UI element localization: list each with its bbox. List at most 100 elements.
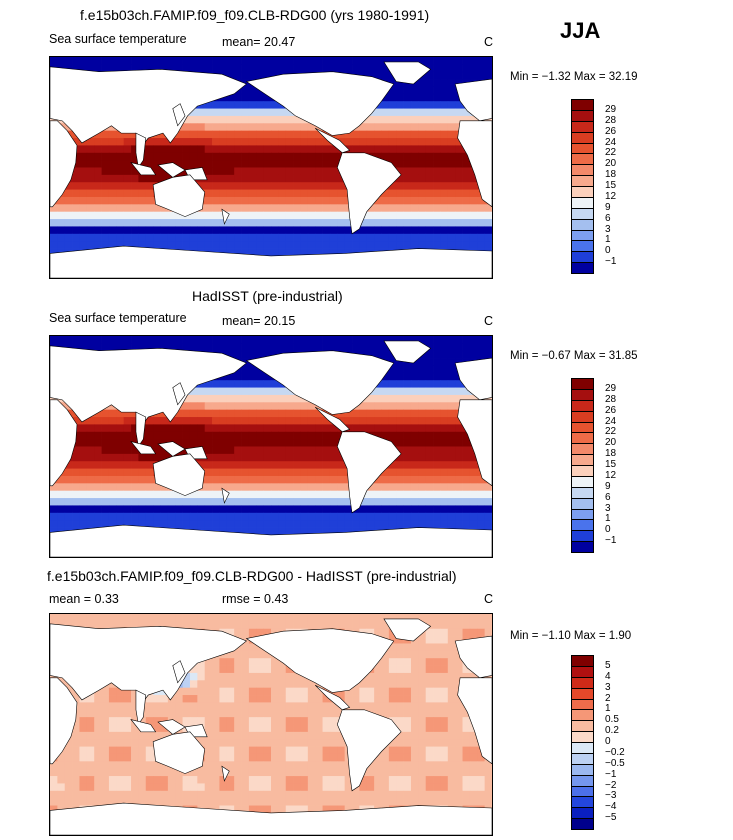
- panel-1-minmax: Min = −1.32 Max = 32.19: [510, 71, 638, 83]
- field-cell: [388, 498, 397, 506]
- field-cell: [396, 739, 404, 747]
- field-cell: [300, 174, 309, 183]
- field-cell: [138, 490, 147, 499]
- field-cell: [440, 621, 449, 630]
- field-cell: [293, 461, 301, 469]
- field-cell: [433, 680, 441, 689]
- field-cell: [329, 145, 338, 154]
- panel-2-title: HadISST (pre-industrial): [192, 288, 343, 304]
- field-cell: [447, 152, 456, 161]
- field-cell: [204, 739, 213, 747]
- field-cell: [86, 204, 95, 213]
- field-cell: [271, 614, 279, 622]
- field-cell: [285, 717, 294, 725]
- field-cell: [388, 233, 397, 242]
- field-cell: [212, 160, 220, 168]
- field-cell: [79, 439, 88, 447]
- field-cell: [50, 527, 58, 536]
- field-cell: [455, 709, 463, 718]
- field-cell: [359, 130, 368, 139]
- field-cell: [329, 520, 338, 528]
- field-cell: [204, 665, 213, 674]
- field-cell: [418, 658, 427, 666]
- field-cell: [123, 753, 132, 762]
- field-cell: [374, 402, 382, 411]
- field-cell: [447, 226, 456, 235]
- field-cell: [374, 672, 382, 681]
- field-cell: [204, 702, 213, 711]
- field-cell: [241, 152, 250, 161]
- field-cell: [285, 731, 294, 740]
- field-cell: [116, 498, 125, 506]
- field-cell: [204, 453, 213, 462]
- field-cell: [234, 115, 242, 124]
- field-cell: [359, 336, 368, 344]
- field-cell: [219, 739, 228, 747]
- field-cell: [72, 746, 80, 755]
- field-cell: [410, 687, 419, 696]
- field-cell: [440, 79, 449, 87]
- field-cell: [381, 402, 390, 411]
- field-cell: [396, 695, 404, 703]
- field-cell: [381, 93, 390, 102]
- field-cell: [226, 709, 235, 718]
- field-cell: [86, 702, 95, 711]
- field-cell: [447, 643, 456, 652]
- field-cell: [307, 680, 316, 689]
- field-cell: [256, 211, 265, 220]
- field-cell: [381, 123, 390, 132]
- field-cell: [381, 350, 390, 359]
- field-cell: [50, 490, 58, 499]
- field-cell: [153, 138, 161, 146]
- field-cell: [410, 439, 419, 447]
- field-cell: [160, 695, 169, 703]
- field-cell: [455, 233, 463, 242]
- field-cell: [462, 761, 471, 770]
- field-cell: [381, 702, 390, 711]
- field-cell: [72, 233, 80, 242]
- field-cell: [226, 182, 235, 190]
- field-cell: [94, 130, 102, 139]
- field-cell: [182, 343, 191, 352]
- field-cell: [248, 417, 257, 425]
- field-cell: [241, 621, 250, 630]
- field-cell: [204, 387, 213, 396]
- field-cell: [462, 446, 471, 455]
- field-cell: [366, 145, 375, 154]
- field-cell: [447, 174, 456, 183]
- field-cell: [197, 387, 206, 396]
- field-cell: [403, 189, 412, 198]
- field-cell: [447, 189, 456, 198]
- field-cell: [263, 709, 272, 718]
- field-cell: [212, 189, 220, 198]
- field-cell: [307, 174, 316, 183]
- field-cell: [396, 475, 404, 484]
- field-cell: [131, 204, 139, 213]
- field-cell: [79, 219, 88, 227]
- field-cell: [197, 672, 206, 681]
- field-cell: [131, 490, 139, 499]
- field-cell: [293, 167, 301, 176]
- field-cell: [381, 226, 390, 235]
- field-cell: [241, 724, 250, 733]
- field-cell: [57, 761, 66, 770]
- field-cell: [307, 219, 316, 227]
- field-cell: [425, 219, 434, 227]
- field-cell: [248, 372, 257, 381]
- field-cell: [197, 219, 206, 227]
- field-cell: [86, 182, 95, 190]
- field-cell: [212, 211, 220, 220]
- field-cell: [410, 402, 419, 411]
- field-cell: [278, 64, 287, 73]
- field-cell: [57, 753, 66, 762]
- field-cell: [433, 636, 441, 644]
- field-cell: [447, 650, 456, 659]
- field-cell: [123, 130, 132, 139]
- field-cell: [138, 336, 147, 344]
- field-cell: [241, 636, 250, 644]
- field-cell: [94, 211, 102, 220]
- field-cell: [388, 241, 397, 249]
- field-cell: [57, 520, 66, 528]
- field-cell: [307, 475, 316, 484]
- field-cell: [197, 614, 206, 622]
